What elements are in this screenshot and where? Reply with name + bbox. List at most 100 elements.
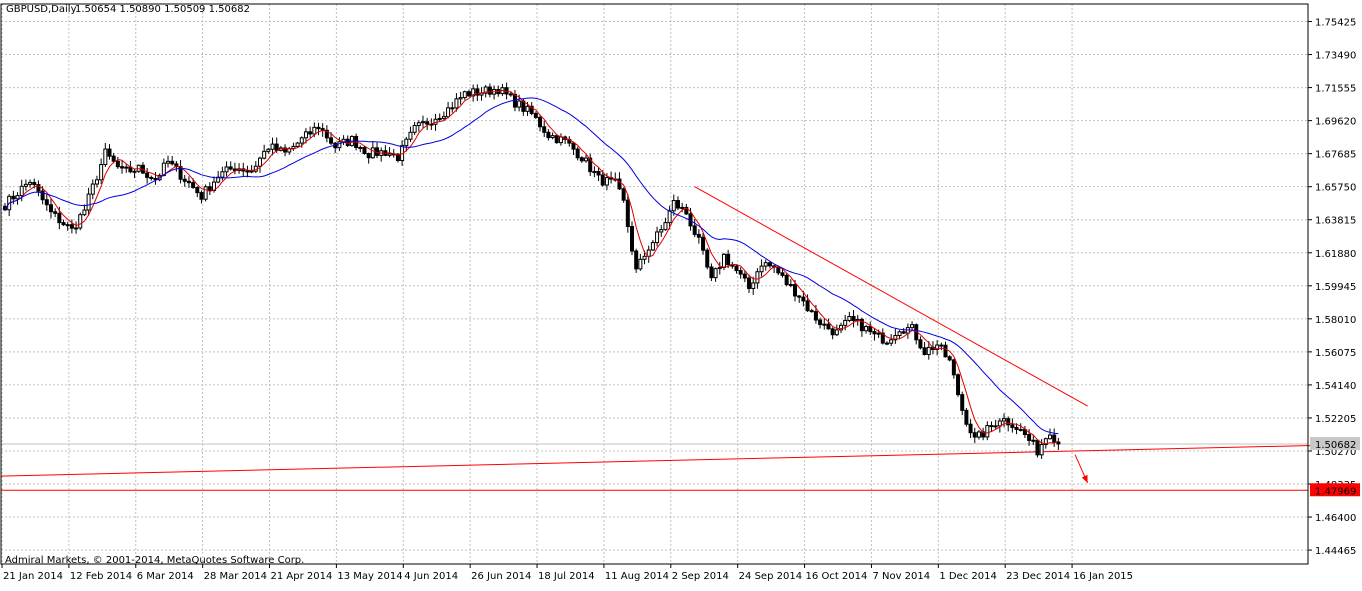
- date-tick-label: 21 Apr 2014: [271, 571, 333, 582]
- copyright-text: Admiral Markets, © 2001-2014, MetaQuotes…: [5, 555, 304, 566]
- candle-body: [450, 107, 455, 110]
- candle-body: [283, 147, 288, 153]
- projection-arrow-head: [1081, 474, 1088, 483]
- current-price-tag: [1310, 436, 1360, 450]
- date-tick-label: 16 Oct 2014: [806, 571, 868, 582]
- candle: [358, 145, 363, 153]
- candle: [366, 152, 371, 164]
- candle-body: [634, 250, 639, 270]
- candle: [646, 245, 651, 263]
- chart-frame: [0, 3, 1309, 565]
- candle: [939, 342, 944, 351]
- horizontal-level-tag: [1310, 483, 1360, 497]
- candle: [747, 274, 752, 294]
- candle-body: [893, 335, 898, 341]
- candle-body: [751, 282, 756, 289]
- candle-body: [993, 425, 998, 428]
- candle-body: [960, 394, 965, 411]
- candle: [479, 87, 484, 101]
- candle-body: [207, 186, 212, 191]
- candle: [889, 333, 894, 347]
- candle: [3, 202, 7, 212]
- candle-body: [324, 129, 329, 139]
- candle-body: [742, 273, 747, 279]
- candle-body: [546, 131, 551, 139]
- candle-body: [232, 168, 237, 171]
- candle-body: [274, 143, 279, 151]
- candle: [989, 421, 994, 433]
- candle-body: [642, 255, 647, 260]
- candle-body: [571, 142, 576, 150]
- candle: [161, 158, 166, 177]
- candle-body: [295, 142, 300, 147]
- candle: [270, 137, 275, 156]
- candle-body: [964, 409, 969, 425]
- candle: [220, 166, 225, 181]
- candle: [901, 327, 906, 335]
- candle-body: [843, 319, 848, 326]
- candle-body: [972, 432, 977, 438]
- candle-body: [44, 199, 49, 206]
- candle-body: [985, 425, 990, 438]
- candle: [563, 135, 568, 145]
- candle: [99, 158, 104, 185]
- grid: [1, 4, 1308, 564]
- candle-body: [826, 323, 831, 330]
- candle-body: [533, 112, 538, 118]
- date-tick-label: 13 May 2014: [337, 571, 402, 582]
- candle: [48, 198, 53, 219]
- candle-body: [145, 172, 150, 178]
- candle: [675, 196, 680, 211]
- candle-body: [897, 331, 902, 337]
- candle: [341, 135, 346, 146]
- candle: [880, 328, 885, 345]
- candle-body: [884, 342, 889, 345]
- candle-body: [788, 284, 793, 287]
- candle-body: [935, 344, 940, 351]
- candle: [797, 295, 802, 303]
- candle-body: [801, 296, 806, 302]
- candle: [742, 270, 747, 283]
- candle-body: [337, 141, 342, 149]
- candle: [1022, 425, 1027, 439]
- candle-body: [889, 339, 894, 344]
- candle-body: [36, 184, 41, 192]
- candle: [709, 263, 714, 282]
- candle: [780, 267, 785, 278]
- candle: [868, 321, 873, 335]
- candle-body: [166, 160, 171, 164]
- candle-body: [266, 148, 271, 152]
- candle: [538, 114, 543, 132]
- candle-body: [876, 332, 881, 335]
- trendlines: [0, 186, 1318, 491]
- candle: [864, 324, 869, 334]
- candle-body: [90, 183, 95, 195]
- candle: [809, 308, 814, 313]
- candle: [943, 341, 948, 358]
- candle-body: [646, 249, 651, 257]
- candle: [951, 358, 956, 379]
- candle-body: [738, 270, 743, 275]
- candle: [830, 327, 835, 340]
- candle-body: [387, 153, 392, 156]
- candle-body: [763, 262, 768, 267]
- candle: [475, 84, 480, 102]
- candle-body: [458, 97, 463, 100]
- candle-body: [1010, 424, 1015, 428]
- candle: [199, 190, 204, 204]
- candle: [926, 341, 931, 360]
- horizontal-level-label: 1.47969: [1315, 486, 1356, 497]
- date-tick-label: 21 Jan 2014: [3, 571, 63, 582]
- candle-body: [780, 272, 785, 276]
- time-axis: 21 Jan 2014 12 Feb 2014 6 Mar 2014 28 Mar 2…: [1, 564, 1133, 582]
- candle-body: [550, 135, 555, 139]
- candle-body: [675, 199, 680, 209]
- candle: [550, 132, 555, 140]
- candle: [111, 152, 116, 164]
- support-trendline: [0, 444, 1318, 477]
- candle-body: [951, 359, 956, 376]
- candle: [1002, 413, 1007, 428]
- candle-body: [793, 284, 798, 297]
